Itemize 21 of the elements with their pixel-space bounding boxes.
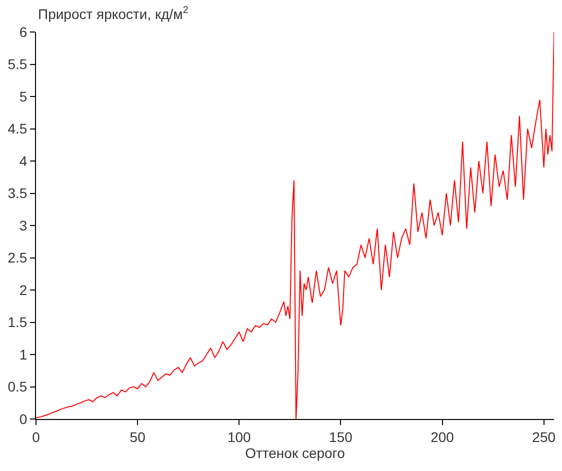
y-tick-label: 3 xyxy=(19,217,28,234)
x-tick-label: 150 xyxy=(329,428,353,445)
x-tick-label: 250 xyxy=(532,428,556,445)
y-tick-label: 6 xyxy=(19,24,28,40)
y-tick-label: 0 xyxy=(19,410,28,427)
x-tick-label: 0 xyxy=(32,428,40,445)
y-tick-label: 0.5 xyxy=(8,378,28,395)
x-axis-title: Оттенок серого xyxy=(245,444,346,461)
y-tick-label: 2.5 xyxy=(8,250,28,266)
x-tick-label: 50 xyxy=(130,428,146,445)
y-tick-label: 4 xyxy=(19,152,28,169)
y-tick-label: 2 xyxy=(19,282,28,298)
y-tick-label: 1 xyxy=(19,346,28,362)
y-tick-label: 1.5 xyxy=(8,314,28,330)
y-tick-label: 3.5 xyxy=(8,185,28,202)
x-tick-label: 200 xyxy=(430,428,454,445)
y-tick-label: 5 xyxy=(19,88,28,104)
y-tick-label: 4.5 xyxy=(8,120,28,137)
x-tick-label: 100 xyxy=(227,428,252,445)
y-tick-label: 5.5 xyxy=(8,56,28,72)
y-axis-title: Прирост яркости, кд/м$^{2}$ xyxy=(38,5,188,22)
